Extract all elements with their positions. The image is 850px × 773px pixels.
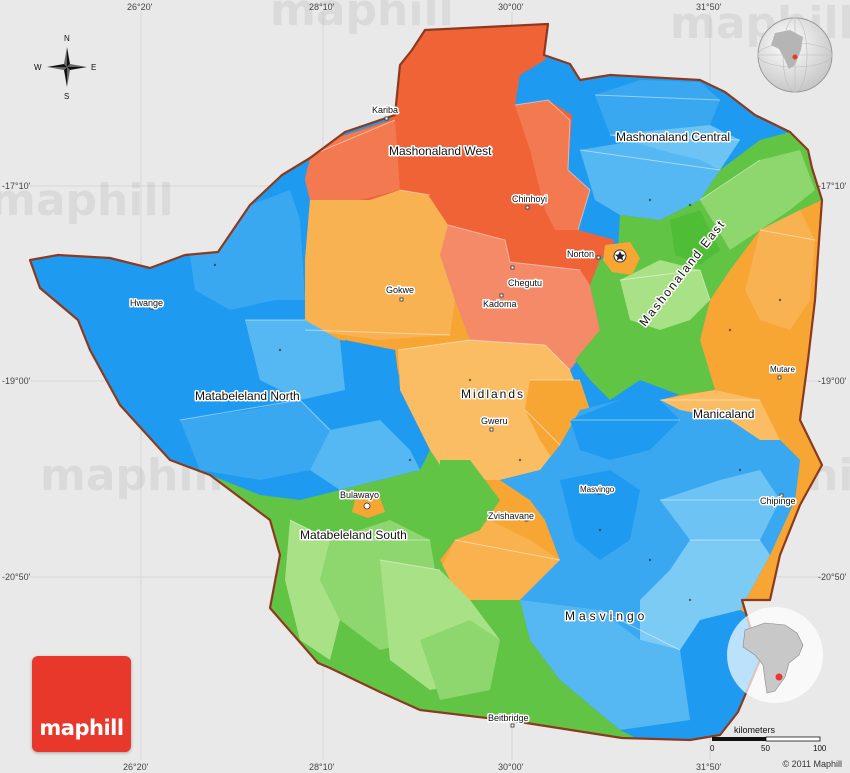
svg-text:maphill: maphill bbox=[0, 175, 174, 226]
scale-bar: kilometers 0 50 100 bbox=[710, 725, 827, 753]
label-matabeleland-north: Matabeleland North bbox=[195, 389, 300, 403]
label-zvishavane: Zvishavane bbox=[488, 511, 534, 521]
svg-text:-19°00': -19°00' bbox=[2, 376, 31, 386]
label-beitbridge: Beitbridge bbox=[488, 713, 529, 723]
maphill-logo[interactable]: maphill bbox=[32, 656, 131, 752]
label-bulawayo: Bulawayo bbox=[340, 490, 379, 500]
africa-locator bbox=[727, 607, 823, 703]
label-norton: Norton bbox=[567, 249, 594, 259]
capital-harare-marker bbox=[613, 249, 627, 263]
label-chipinge: Chipinge bbox=[760, 496, 796, 506]
copyright-text: © 2011 Maphill bbox=[782, 759, 843, 769]
scale-title: kilometers bbox=[734, 725, 776, 735]
label-hwange: Hwange bbox=[130, 298, 163, 308]
label-mutare: Mutare bbox=[770, 365, 795, 374]
label-gweru: Gweru bbox=[481, 416, 508, 426]
label-masvingo: Masvingo bbox=[565, 609, 648, 623]
svg-text:-20°50': -20°50' bbox=[818, 572, 847, 582]
svg-text:26°20': 26°20' bbox=[123, 762, 149, 772]
globe-locator bbox=[757, 17, 833, 93]
svg-text:50: 50 bbox=[761, 744, 770, 753]
svg-text:0: 0 bbox=[710, 744, 715, 753]
label-mashonaland-central: Mashonaland Central bbox=[616, 130, 730, 144]
svg-text:-17°10': -17°10' bbox=[2, 181, 31, 191]
label-kadoma: Kadoma bbox=[483, 299, 517, 309]
label-midlands: Midlands bbox=[461, 387, 525, 401]
country-border bbox=[28, 22, 824, 742]
label-chinhoyi: Chinhoyi bbox=[512, 194, 547, 204]
city-labels: Kariba Chinhoyi Norton Chegutu Kadoma Go… bbox=[129, 104, 798, 725]
label-gokwe: Gokwe bbox=[386, 285, 414, 295]
city-markers bbox=[149, 116, 784, 728]
compass-s: S bbox=[64, 92, 69, 101]
compass-w: W bbox=[34, 63, 42, 72]
svg-text:28°10': 28°10' bbox=[309, 762, 335, 772]
compass-n: N bbox=[64, 34, 70, 43]
compass-rose: N S E W bbox=[34, 34, 96, 101]
label-manicaland: Manicaland bbox=[693, 407, 754, 421]
svg-text:maphill: maphill bbox=[270, 0, 454, 36]
label-kariba: Kariba bbox=[372, 105, 398, 115]
svg-text:-17°10': -17°10' bbox=[818, 181, 847, 191]
svg-text:31°50': 31°50' bbox=[696, 762, 722, 772]
svg-text:30°00': 30°00' bbox=[498, 762, 524, 772]
label-mashonaland-west: Mashonaland West bbox=[389, 144, 492, 158]
svg-text:30°00': 30°00' bbox=[498, 2, 524, 12]
svg-text:26°20': 26°20' bbox=[127, 2, 153, 12]
svg-text:-19°00': -19°00' bbox=[818, 376, 847, 386]
label-matabeleland-south: Matabeleland South bbox=[300, 528, 407, 542]
compass-e: E bbox=[91, 63, 96, 72]
label-chegutu: Chegutu bbox=[508, 278, 542, 288]
svg-text:-20°50': -20°50' bbox=[2, 572, 31, 582]
svg-text:100: 100 bbox=[813, 744, 827, 753]
label-masvingo-city: Masvingo bbox=[580, 485, 615, 494]
svg-text:31°50': 31°50' bbox=[696, 2, 722, 12]
svg-text:28°10': 28°10' bbox=[309, 2, 335, 12]
